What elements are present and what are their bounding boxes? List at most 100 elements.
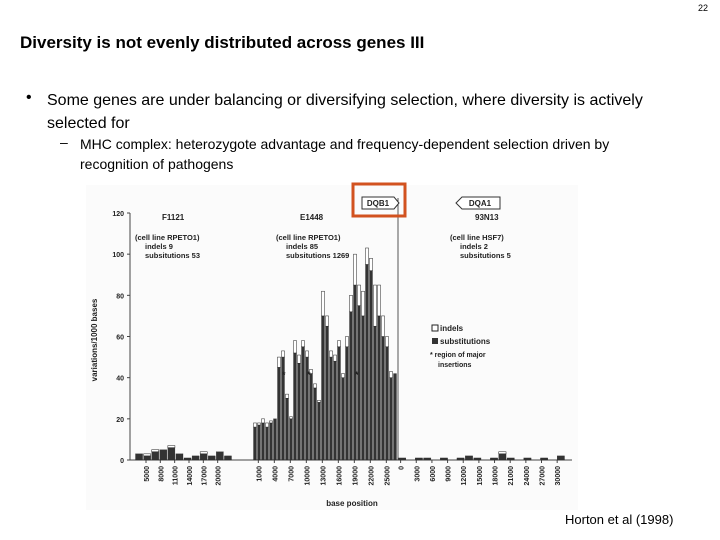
legend-label: indels — [440, 324, 464, 333]
substitution-bar — [273, 418, 277, 461]
y-tick-label: 80 — [116, 293, 124, 300]
x-tick-label: 17000 — [201, 466, 208, 486]
x-tick-label: 11000 — [173, 466, 180, 485]
substitution-bar — [135, 453, 143, 461]
substitution-bar — [465, 455, 473, 461]
insertion-marker: * — [355, 370, 359, 380]
indel-bar — [373, 284, 377, 327]
indel-bar — [297, 354, 301, 364]
y-tick-label: 0 — [120, 458, 124, 465]
substitution-bar — [167, 447, 176, 461]
indel-bar — [151, 449, 160, 453]
x-tick-label: 19000 — [352, 466, 359, 486]
substitution-bar — [398, 457, 406, 461]
x-tick-label: 16000 — [336, 466, 343, 486]
substitution-bar — [257, 424, 261, 461]
legend-swatch — [431, 324, 439, 332]
slide-number: 22 — [697, 3, 708, 13]
x-tick-label: 7000 — [288, 466, 295, 482]
panel-info: (cell line RPETO1) — [135, 233, 200, 242]
gene-arrow — [455, 196, 501, 210]
substitution-bar — [143, 455, 151, 461]
panel-info: subsitutions 1269 — [286, 251, 349, 260]
indel-bar — [353, 253, 357, 286]
substitution-bar — [373, 326, 377, 461]
substitution-bar — [325, 326, 329, 461]
substitution-bar — [191, 455, 200, 461]
substitution-bar — [490, 457, 498, 461]
x-tick-label: 12000 — [461, 466, 468, 486]
x-tick-label: 0 — [399, 466, 406, 470]
indel-bar — [305, 350, 309, 358]
indel-bar — [143, 453, 151, 457]
substitution-bar — [265, 426, 269, 461]
indel-bar — [389, 371, 393, 378]
legend-label: substitutions — [440, 337, 491, 346]
slide-title: Diversity is not evenly distributed acro… — [20, 33, 425, 52]
substitution-bar — [523, 457, 532, 461]
substitution-bar — [289, 418, 293, 461]
gene-label: DQA1 — [469, 199, 492, 208]
panel-info: subsitutions 53 — [145, 251, 200, 260]
substitution-bar — [253, 426, 257, 461]
indel-bar — [257, 422, 261, 426]
substitution-bar — [498, 453, 507, 461]
indel-bar — [349, 295, 353, 313]
indel-bar — [329, 350, 333, 358]
panel-info: indels 2 — [460, 242, 488, 251]
indel-bar — [285, 393, 289, 399]
bullet-symbol: • — [26, 89, 32, 106]
substitution-bar — [313, 387, 317, 461]
indel-bar — [357, 284, 361, 306]
y-axis-label: variations/1000 bases — [90, 298, 99, 381]
panel-info: indels 85 — [286, 242, 318, 251]
substitution-bar — [365, 264, 369, 461]
substitution-bar — [309, 373, 313, 461]
substitution-bar — [357, 305, 361, 461]
y-tick-label: 40 — [116, 376, 124, 383]
x-tick-label: 22000 — [368, 466, 375, 486]
substitution-bar — [216, 451, 224, 461]
indel-bar — [321, 290, 325, 317]
indel-bar — [261, 418, 265, 424]
substitution-bar — [317, 402, 321, 461]
x-tick-label: 27000 — [540, 466, 547, 486]
substitution-bar — [224, 455, 232, 461]
indel-bar — [365, 247, 369, 265]
substitution-bar — [456, 457, 465, 461]
substitution-bar — [321, 315, 325, 461]
indel-bar — [253, 422, 257, 428]
indel-bar — [269, 420, 273, 424]
substitution-bar — [329, 356, 333, 461]
substitution-bar — [175, 453, 184, 461]
substitution-bar — [345, 346, 349, 461]
legend-swatch — [432, 338, 438, 344]
x-tick-label: 13000 — [320, 466, 327, 486]
x-tick-label: 10000 — [304, 466, 311, 486]
x-tick-label: 15000 — [477, 466, 484, 486]
x-tick-label: 4000 — [272, 466, 279, 482]
y-tick-label: 20 — [116, 417, 124, 424]
indel-bar — [369, 258, 373, 271]
x-tick-label: 14000 — [187, 466, 194, 486]
substitution-bar — [297, 363, 301, 461]
legend-note: * region of major — [430, 352, 486, 359]
substitution-bar — [159, 449, 167, 461]
gene-label: DQB1 — [367, 199, 390, 208]
y-tick-label: 120 — [112, 211, 124, 218]
panel-info: indels 9 — [145, 242, 173, 251]
substitution-bar — [277, 367, 281, 461]
indel-bar — [317, 400, 321, 403]
substitution-bar — [269, 422, 273, 461]
indel-bar — [281, 350, 285, 358]
x-tick-label: 20000 — [216, 466, 223, 486]
panel-info: (cell line HSF7) — [450, 233, 504, 242]
sub-bullet-text: MHC complex: heterozygote advantage and … — [80, 136, 610, 172]
citation: Horton et al (1998) — [565, 512, 674, 527]
substitution-bar — [540, 457, 548, 461]
x-tick-label: 3000 — [414, 466, 421, 482]
x-tick-label: 6000 — [430, 466, 437, 482]
indel-bar — [167, 445, 176, 448]
